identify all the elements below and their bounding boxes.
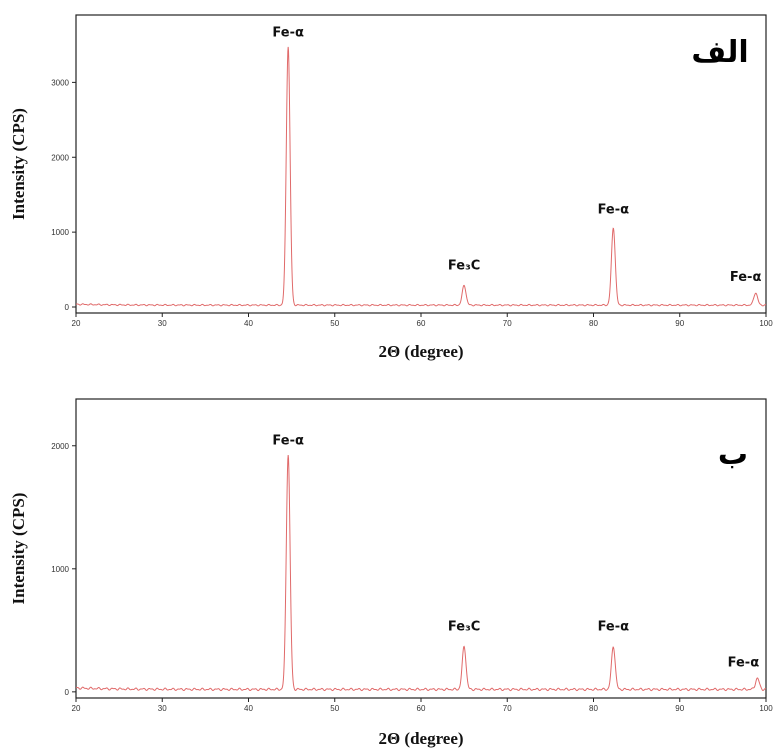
peak-label: Fe-α: [598, 203, 630, 218]
peak-label: Fe-α: [272, 25, 304, 40]
x-tick-label: 30: [158, 319, 167, 328]
peak-label: Fe-α: [730, 270, 762, 285]
chart-panel-1: 20 30 40 50 60 70 80 90 1000100020003000Fe-αFe₃C…: [9, 14, 773, 361]
x-tick-label: 40: [244, 704, 253, 713]
x-tick-label: 40: [244, 319, 253, 328]
x-tick-label: 80: [589, 319, 598, 328]
x-tick-label: 100: [759, 319, 773, 328]
plot-frame: [75, 14, 767, 314]
plot-frame: [75, 398, 767, 699]
y-tick-label: 3000: [51, 78, 69, 87]
x-tick-label: 60: [417, 319, 426, 328]
x-tick-label: 50: [330, 704, 339, 713]
x-tick-label: 60: [417, 704, 426, 713]
x-tick-label: 80: [589, 704, 598, 713]
x-tick-label: 90: [675, 319, 684, 328]
peak-label: Fe-α: [598, 619, 630, 634]
x-tick-label: 100: [759, 704, 773, 713]
panel-label: ب: [718, 437, 748, 472]
x-tick-label: 20: [72, 704, 81, 713]
x-tick-label: 50: [330, 319, 339, 328]
y-tick-label: 0: [65, 303, 70, 312]
peak-label: Fe₃C: [448, 619, 480, 634]
y-tick-label: 2000: [51, 442, 69, 451]
xrd-series-line: [75, 46, 767, 307]
y-axis-title: Intensity (CPS): [9, 108, 28, 220]
xrd-series-line: [75, 455, 767, 692]
peak-label: Fe-α: [272, 433, 304, 448]
x-tick-label: 70: [503, 319, 512, 328]
x-axis-title: 2Θ (degree): [378, 729, 463, 748]
panel-label: الف: [691, 35, 748, 70]
peak-label: Fe₃C: [448, 258, 480, 273]
x-tick-label: 90: [675, 704, 684, 713]
peak-label: Fe-α: [728, 655, 760, 670]
x-tick-label: 30: [158, 704, 167, 713]
x-axis-title: 2Θ (degree): [378, 342, 463, 361]
y-tick-label: 1000: [51, 228, 69, 237]
y-axis-title: Intensity (CPS): [9, 493, 28, 605]
x-tick-label: 70: [503, 704, 512, 713]
y-tick-label: 1000: [51, 565, 69, 574]
x-tick-label: 20: [72, 319, 81, 328]
y-tick-label: 0: [65, 688, 70, 697]
y-tick-label: 2000: [51, 153, 69, 162]
